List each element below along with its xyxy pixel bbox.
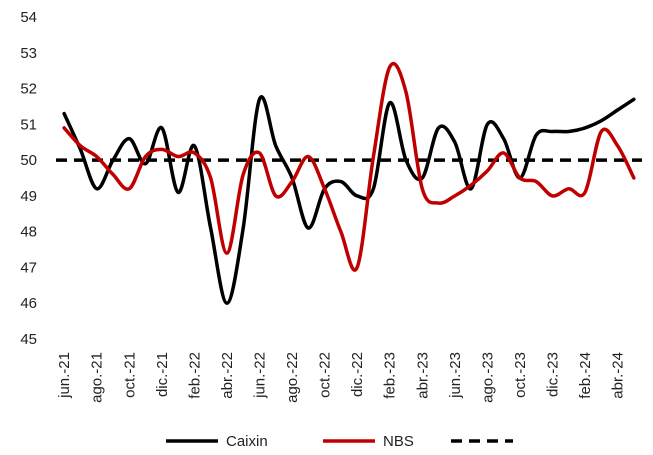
y-tick-label: 46 (20, 295, 37, 312)
x-tick-label: abr.-22 (219, 352, 236, 399)
x-tick-label: abr.-24 (610, 352, 627, 399)
y-axis: 45 46 47 48 49 50 51 52 53 54 (20, 9, 37, 348)
legend: Caixin NBS (166, 433, 513, 450)
y-tick-label: 53 (20, 45, 37, 62)
x-tick-label: ago.-22 (284, 352, 301, 403)
x-tick-label: jun.-22 (251, 352, 268, 399)
x-tick-label: jun.-23 (447, 352, 464, 399)
y-tick-label: 51 (20, 116, 37, 133)
y-tick-label: 50 (20, 152, 37, 169)
x-tick-label: ago.-23 (479, 352, 496, 403)
x-axis: jun.-21 ago.-21 oct.-21 dic.-21 feb.-22 abr.-… (56, 352, 626, 403)
legend-label: NBS (383, 433, 414, 450)
x-tick-label: dic.-23 (544, 352, 561, 397)
legend-label: Caixin (226, 433, 268, 450)
y-tick-label: 52 (20, 81, 37, 98)
x-tick-label: jun.-21 (56, 352, 73, 399)
series-line-caixin (62, 95, 636, 305)
y-tick-label: 48 (20, 224, 37, 241)
series-layer (56, 61, 642, 305)
x-tick-label: dic.-22 (349, 352, 366, 397)
y-tick-label: 47 (20, 259, 37, 276)
x-tick-label: feb.-22 (186, 352, 203, 399)
y-tick-label: 45 (20, 331, 37, 348)
x-tick-label: feb.-23 (382, 352, 399, 399)
series-line-nbs (62, 61, 636, 272)
x-tick-label: oct.-21 (121, 352, 138, 398)
y-tick-label: 49 (20, 188, 37, 205)
x-tick-label: feb.-24 (577, 352, 594, 399)
y-tick-label: 54 (20, 9, 37, 26)
x-tick-label: abr.-23 (414, 352, 431, 399)
x-tick-label: dic.-21 (154, 352, 171, 397)
x-tick-label: oct.-22 (317, 352, 334, 398)
x-tick-label: ago.-21 (89, 352, 106, 403)
x-tick-label: oct.-23 (512, 352, 529, 398)
